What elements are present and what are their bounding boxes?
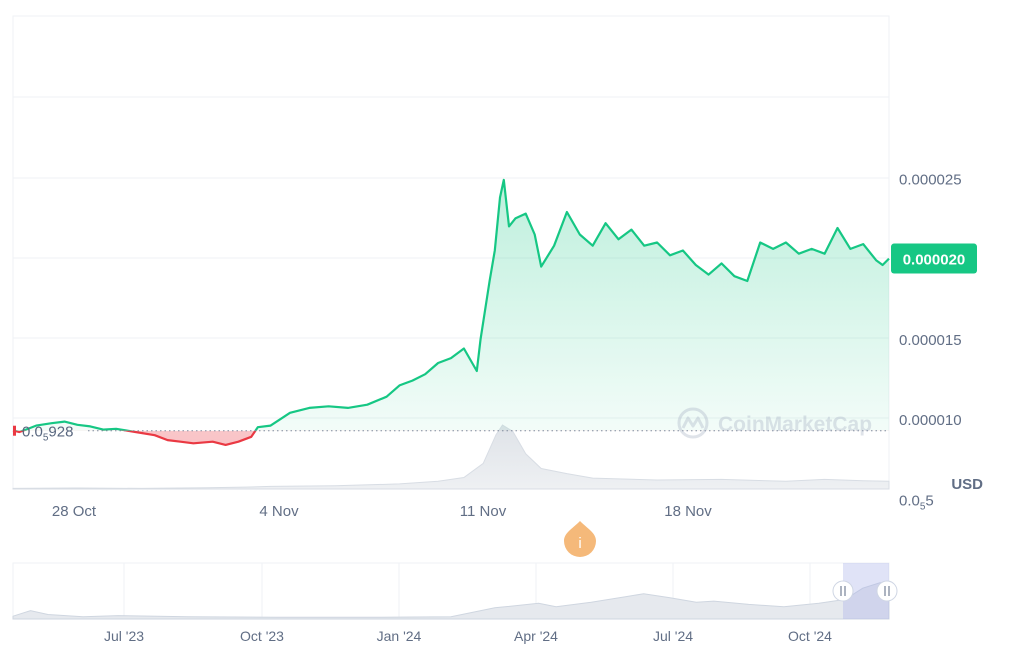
navigator-right-handle[interactable] xyxy=(876,580,898,602)
price-area-down xyxy=(14,430,256,445)
navigator-tick-label: Oct '23 xyxy=(240,628,284,644)
price-line-down xyxy=(12,430,257,446)
handle-knob xyxy=(876,580,898,602)
info-badge-label: i xyxy=(578,535,581,552)
x-tick-label: 4 Nov xyxy=(259,503,299,520)
navigator-tick-label: Jul '23 xyxy=(104,628,144,644)
info-icon xyxy=(564,521,596,557)
x-tick-label: 18 Nov xyxy=(664,503,712,520)
baseline-label-suffix: 928 xyxy=(48,424,73,441)
navigator-tick-label: Apr '24 xyxy=(514,628,558,644)
watermark-text: CoinMarketCap xyxy=(718,413,872,436)
x-tick-label: 11 Nov xyxy=(460,503,507,520)
current-price-label: 0.000020 xyxy=(903,252,966,269)
price-series xyxy=(12,178,890,446)
y-tick-label: 0.000015 xyxy=(899,332,962,349)
x-axis: 28 Oct 4 Nov 11 Nov 18 Nov xyxy=(52,503,712,520)
handle-knob xyxy=(832,580,854,602)
baseline-label: 0.05928 xyxy=(22,424,73,444)
price-area-up xyxy=(13,179,889,431)
coinmarketcap-watermark: CoinMarketCap xyxy=(677,407,872,439)
y-tick-label: 0.055 xyxy=(899,492,934,512)
navigator-tick-label: Jul '24 xyxy=(653,628,693,644)
currency-label: USD xyxy=(951,476,983,493)
y-tick-label-suffix: 5 xyxy=(925,492,933,509)
info-badge[interactable]: i xyxy=(564,521,596,557)
price-line-up xyxy=(12,178,890,431)
y-tick-label: 0.000010 xyxy=(899,412,962,429)
x-tick-label: 28 Oct xyxy=(52,503,97,520)
y-tick-label-sub: 5 xyxy=(920,501,926,512)
baseline: 0.05928 xyxy=(13,424,889,444)
baseline-label-sub: 5 xyxy=(43,433,49,444)
navigator-tick-label: Oct '24 xyxy=(788,628,832,644)
y-tick-label: 0.000025 xyxy=(899,171,962,188)
baseline-marker xyxy=(13,425,16,436)
y-tick-label-prefix: 0.0 xyxy=(899,492,920,509)
navigator-tick-label: Jan '24 xyxy=(377,628,422,644)
coinmarketcap-logo-icon xyxy=(677,407,709,439)
range-navigator[interactable]: Jul '23 Oct '23 Jan '24 Apr '24 Jul '24 Oct '… xyxy=(12,562,898,644)
baseline-label-prefix: 0.0 xyxy=(22,424,43,441)
navigator-left-handle[interactable] xyxy=(832,580,854,602)
current-price-badge xyxy=(891,243,977,274)
navigator-series xyxy=(12,582,890,620)
